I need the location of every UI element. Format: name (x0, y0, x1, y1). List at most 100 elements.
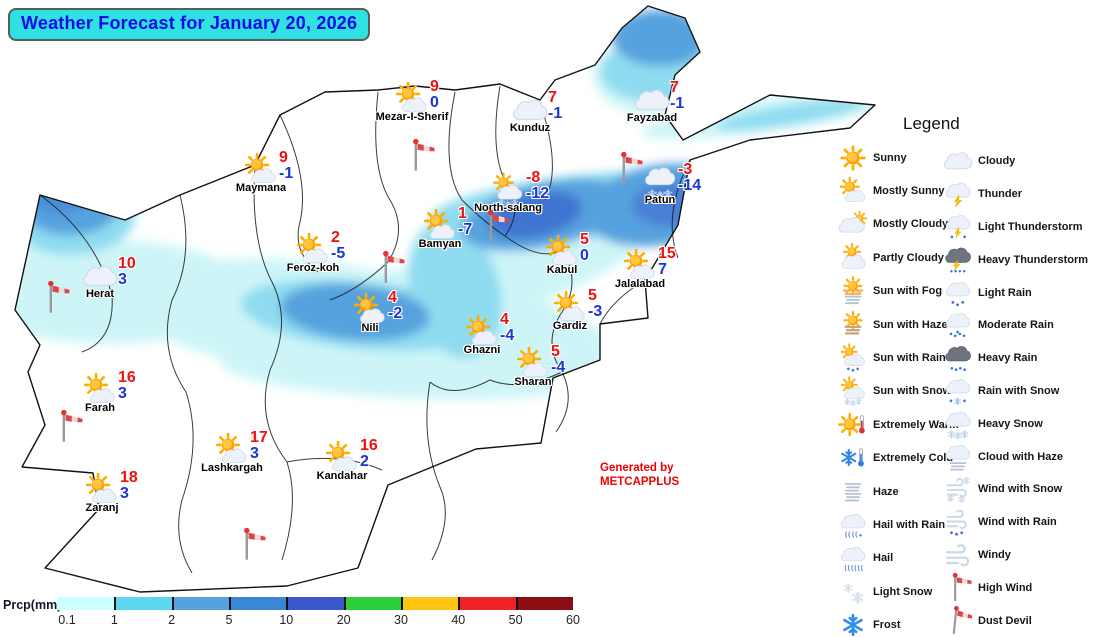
precip-band-0.1 (57, 597, 115, 610)
city-name: Mezar-I-Sherif (375, 111, 449, 123)
windsock-icon (372, 251, 406, 285)
precip-tick-10: 10 (279, 613, 294, 627)
high-temperature: 5 (580, 231, 589, 248)
sun-with-snow-icon (838, 376, 868, 406)
windsock-icon (50, 410, 84, 444)
partly-cloudy-icon (838, 243, 868, 273)
high-temperature: 2 (331, 229, 340, 246)
high-temperature: 15 (658, 245, 676, 262)
legend-item-sun-with-snow: Sun with Snow (838, 375, 959, 408)
legend-item-wind-with-snow: Wind with Snow (943, 473, 1088, 506)
heavy-rain-icon (943, 343, 973, 373)
legend-item-moderate-rain: Moderate Rain (943, 309, 1088, 342)
legend-item-label: Rain with Snow (978, 384, 1060, 397)
legend-item-extremely-cold: Extremely Cold (838, 442, 959, 475)
precip-band-5 (228, 597, 287, 610)
low-temperature: -2 (388, 305, 403, 322)
low-temperature: 0 (580, 247, 589, 264)
hail-with-rain-icon (838, 510, 868, 540)
legend-item-label: Haze (873, 485, 899, 498)
extremely-cold-icon (838, 443, 868, 473)
legend-item-heavy-thunderstorm: Heavy Thunderstorm (943, 243, 1088, 276)
high-temperature: 10 (118, 255, 136, 272)
legend-item-light-snow: Light Snow (838, 575, 959, 608)
high-temperature: 9 (430, 78, 439, 95)
legend-item-label: Sun with Fog (873, 285, 943, 298)
low-temperature: -7 (458, 221, 473, 238)
wind-with-snow-icon (943, 474, 973, 504)
high-temperature: 17 (250, 429, 268, 446)
legend-item-haze: Haze (838, 475, 959, 508)
low-temperature: -3 (588, 303, 603, 320)
high-temperature: 4 (388, 289, 397, 306)
sunny-icon (838, 143, 868, 173)
city-name: Jalalabad (614, 278, 666, 290)
windsock-icon (402, 139, 436, 173)
low-temperature: -12 (526, 185, 550, 202)
credit-line-2: METCAPPLUS (600, 476, 680, 488)
precipitation-scale: Prcp(mm) 0.1 1 2 5 10 20 30 40 50 60 (0, 594, 640, 634)
low-temperature: 3 (120, 485, 129, 502)
city-name: Herat (85, 288, 115, 300)
afghanistan-outline (14, 5, 876, 593)
city-name: Nili (361, 322, 379, 334)
city-name: Bamyan (418, 238, 462, 250)
city-name: Sharan (514, 376, 552, 388)
legend-item-label: Dust Devil (978, 614, 1032, 627)
cloudy-icon (943, 146, 973, 176)
credit-line-1: Generated by (600, 462, 674, 474)
legend-column-1: Sunny Mostly Sunny Mostly Cloudy Partly … (838, 141, 959, 637)
precip-tick-30: 30 (394, 613, 408, 627)
thunder-icon (943, 179, 973, 209)
legend-item-mostly-sunny: Mostly Sunny (838, 174, 959, 207)
city-name: Kabul (546, 264, 578, 276)
light-rain-icon (943, 278, 973, 308)
city-name: Kunduz (509, 122, 551, 134)
light-snow-icon (838, 577, 868, 607)
legend-item-label: High Wind (978, 581, 1033, 594)
city-name: Patun (644, 194, 676, 206)
low-temperature: -5 (331, 245, 346, 262)
city-name: Ghazni (463, 344, 501, 356)
precip-tick-2: 2 (168, 613, 176, 627)
legend-item-label: Sun with Rain (873, 352, 946, 365)
city-name: Gardiz (552, 320, 588, 332)
city-name: Fayzabad (626, 112, 678, 124)
legend-item-label: Thunder (978, 188, 1022, 201)
precip-tick-0.1: 0.1 (58, 613, 76, 627)
windsock-icon (37, 281, 71, 315)
low-temperature: 2 (360, 453, 369, 470)
legend-item-label: Sunny (873, 151, 907, 164)
legend-item-cloud-with-haze: Cloud with Haze (943, 440, 1088, 473)
legend-item-label: Partly Cloudy (873, 251, 944, 264)
heavy-thunderstorm-icon (943, 245, 973, 275)
extremely-warm-icon (838, 410, 868, 440)
haze-icon (838, 477, 868, 507)
legend-item-sun-with-fog: Sun with Fog (838, 275, 959, 308)
legend-item-hail-with-rain: Hail with Rain (838, 508, 959, 541)
rain-with-snow-icon (943, 376, 973, 406)
high-temperature: 5 (551, 343, 560, 360)
high-temperature: 1 (458, 205, 467, 222)
low-temperature: 0 (430, 94, 439, 111)
low-temperature: -1 (279, 165, 294, 182)
precip-band-40 (458, 597, 516, 610)
legend-item-label: Frost (873, 619, 901, 632)
low-temperature: 3 (118, 385, 127, 402)
precip-band-50 (515, 597, 573, 610)
legend-item-cloudy: Cloudy (943, 145, 1088, 178)
high-temperature: 5 (588, 287, 597, 304)
precip-band-1 (114, 597, 172, 610)
high-temperature: -8 (526, 169, 541, 186)
legend-item-label: Heavy Snow (978, 417, 1043, 430)
high-temperature: 9 (279, 149, 288, 166)
legend-item-partly-cloudy: Partly Cloudy (838, 241, 959, 274)
windy-icon (943, 540, 973, 570)
legend-item-wind-with-rain: Wind with Rain (943, 506, 1088, 539)
legend-item-windy: Windy (943, 539, 1088, 572)
legend-item-label: Wind with Snow (978, 483, 1063, 496)
legend-item-label: Sun with Snow (873, 385, 952, 398)
heavy-snow-icon (943, 409, 973, 439)
legend-item-frost: Frost (838, 608, 959, 637)
